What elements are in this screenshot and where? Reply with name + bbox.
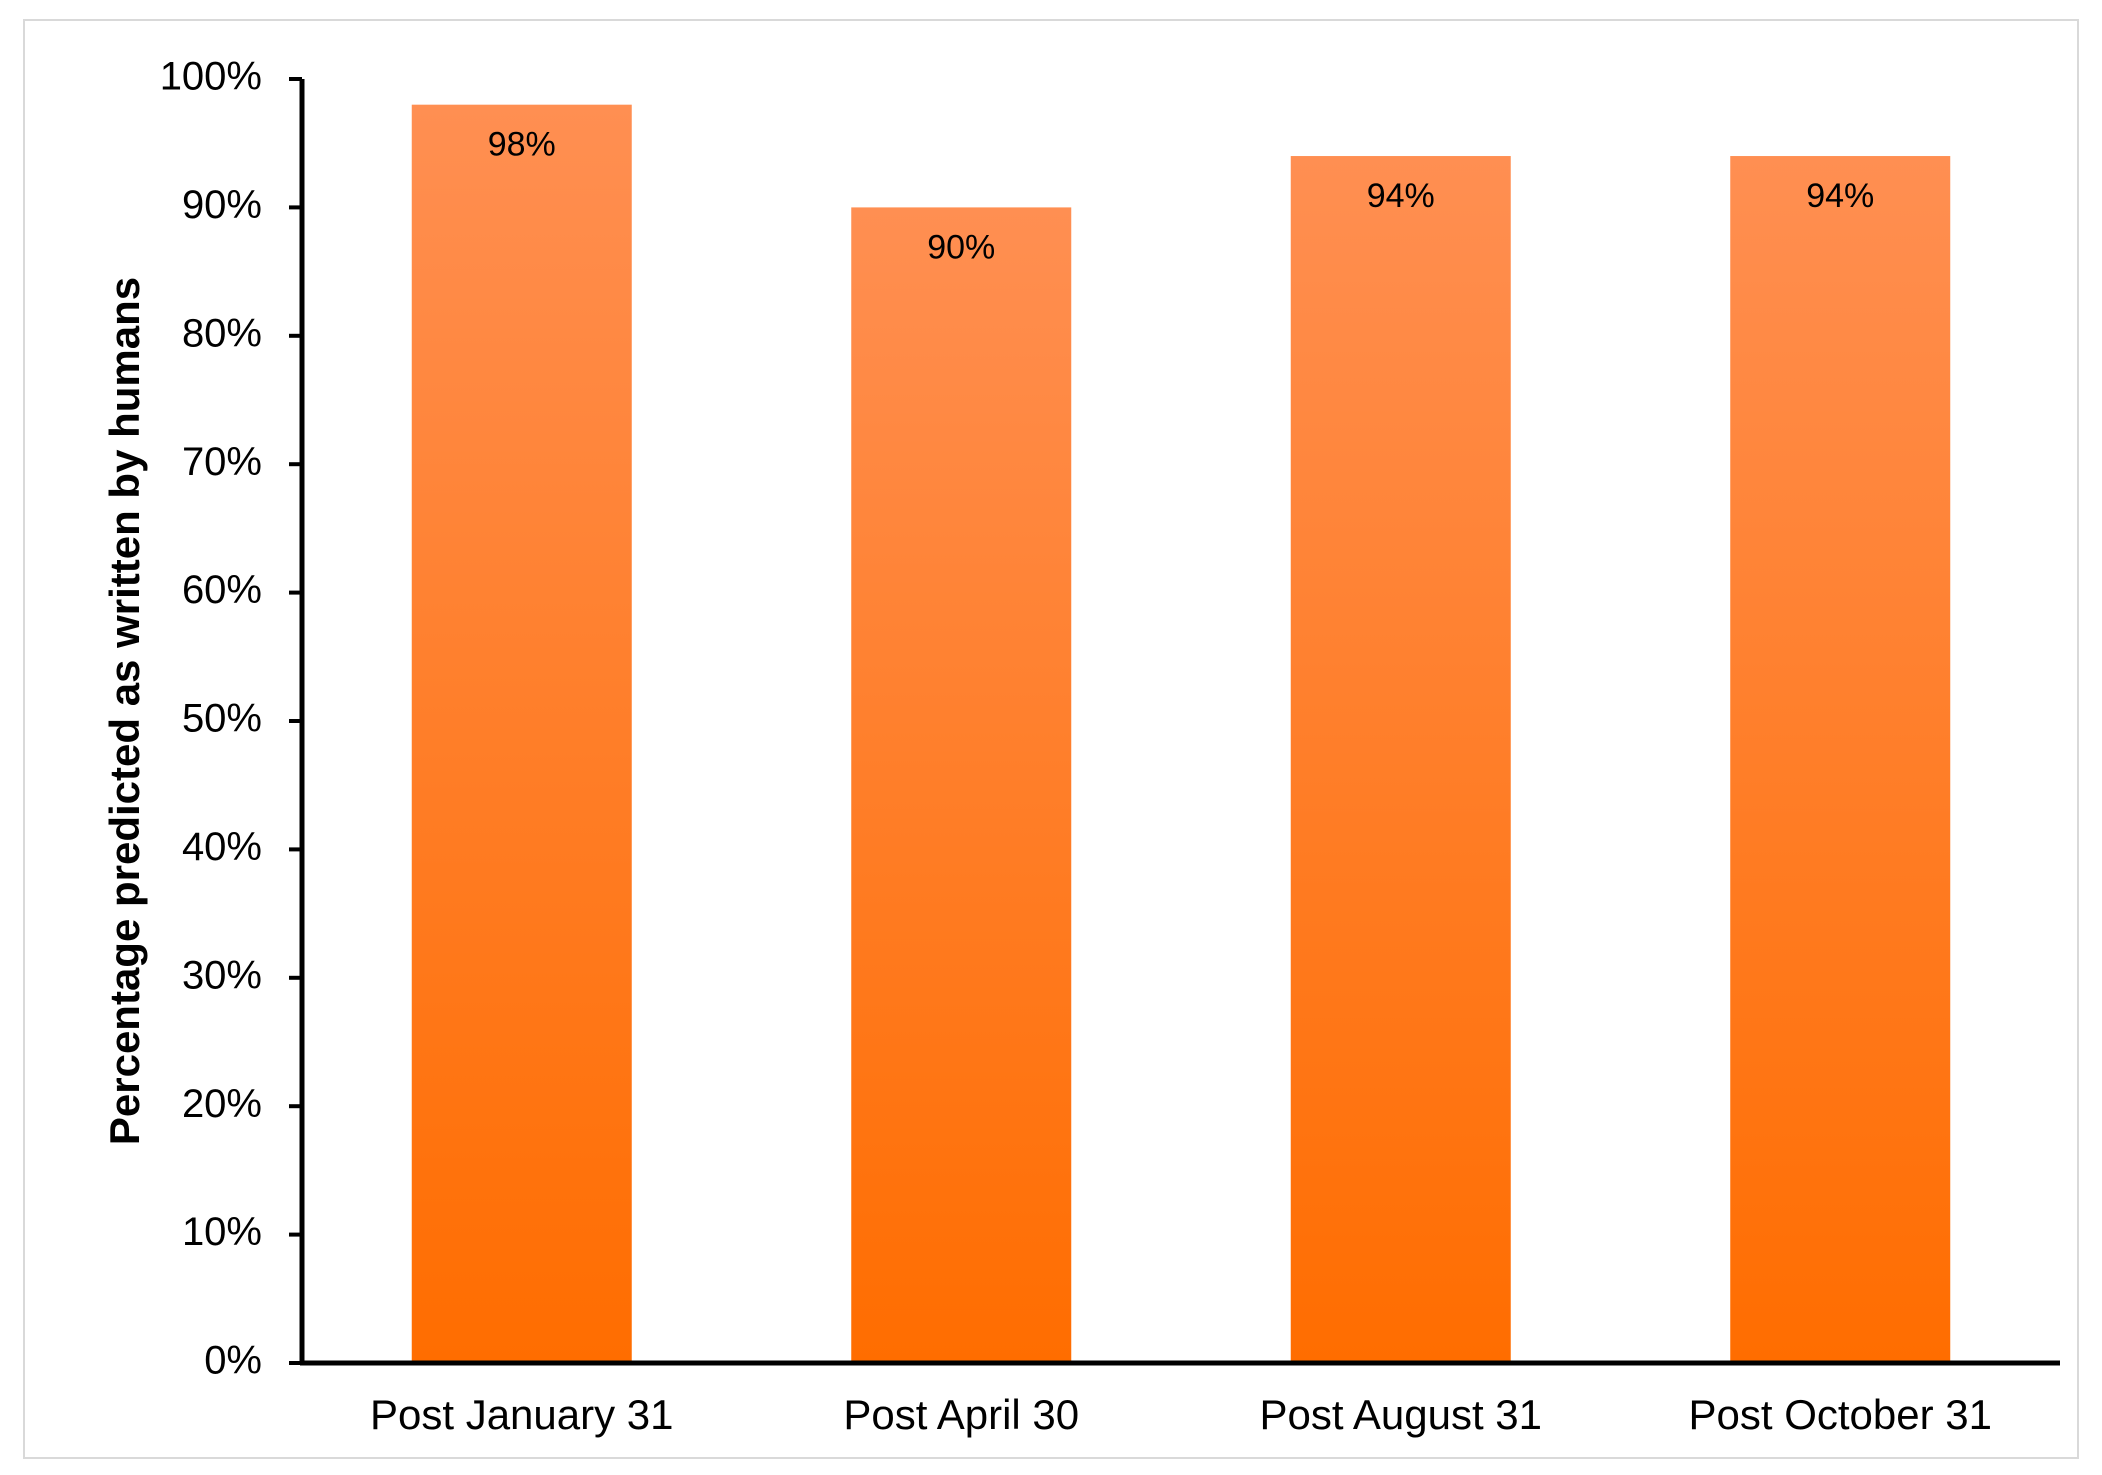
y-tick-label: 90%: [182, 183, 262, 227]
bar-value-label: 98%: [488, 126, 556, 164]
bars-group: [411, 104, 1951, 1363]
y-tick-label: 80%: [182, 311, 262, 355]
y-tick-label: 0%: [204, 1339, 262, 1383]
y-axis-title: Percentage predicted as written by human…: [101, 277, 148, 1145]
x-tick-label: Post January 31: [370, 1391, 674, 1438]
x-tick-label: Post October 31: [1689, 1391, 1993, 1438]
y-tick-label: 30%: [182, 953, 262, 997]
y-tick-label: 100%: [160, 55, 262, 99]
y-tick-label: 20%: [182, 1082, 262, 1126]
bar: [1730, 156, 1951, 1363]
bar: [411, 104, 632, 1363]
bar-labels-group: 98% 90% 94% 94%: [488, 126, 1875, 267]
y-tick-label: 50%: [182, 697, 262, 741]
x-tick-label: Post April 30: [843, 1391, 1079, 1438]
y-tick-label: 60%: [182, 568, 262, 612]
bar-value-label: 94%: [1806, 177, 1874, 215]
y-tick-label: 40%: [182, 825, 262, 869]
x-ticks-group: Post January 31 Post April 30 Post August …: [370, 1391, 1992, 1438]
bar: [851, 207, 1072, 1363]
y-tick-label: 10%: [182, 1210, 262, 1254]
bar-value-label: 94%: [1367, 177, 1435, 215]
y-ticks-group: 0% 10% 20% 30% 40% 50% 60% 70% 80% 90% 100%: [160, 55, 302, 1383]
y-tick-label: 70%: [182, 440, 262, 484]
chart-border: [23, 19, 2079, 1459]
bar-value-label: 90%: [927, 228, 995, 266]
bar: [1290, 156, 1511, 1363]
x-tick-label: Post August 31: [1259, 1391, 1542, 1438]
